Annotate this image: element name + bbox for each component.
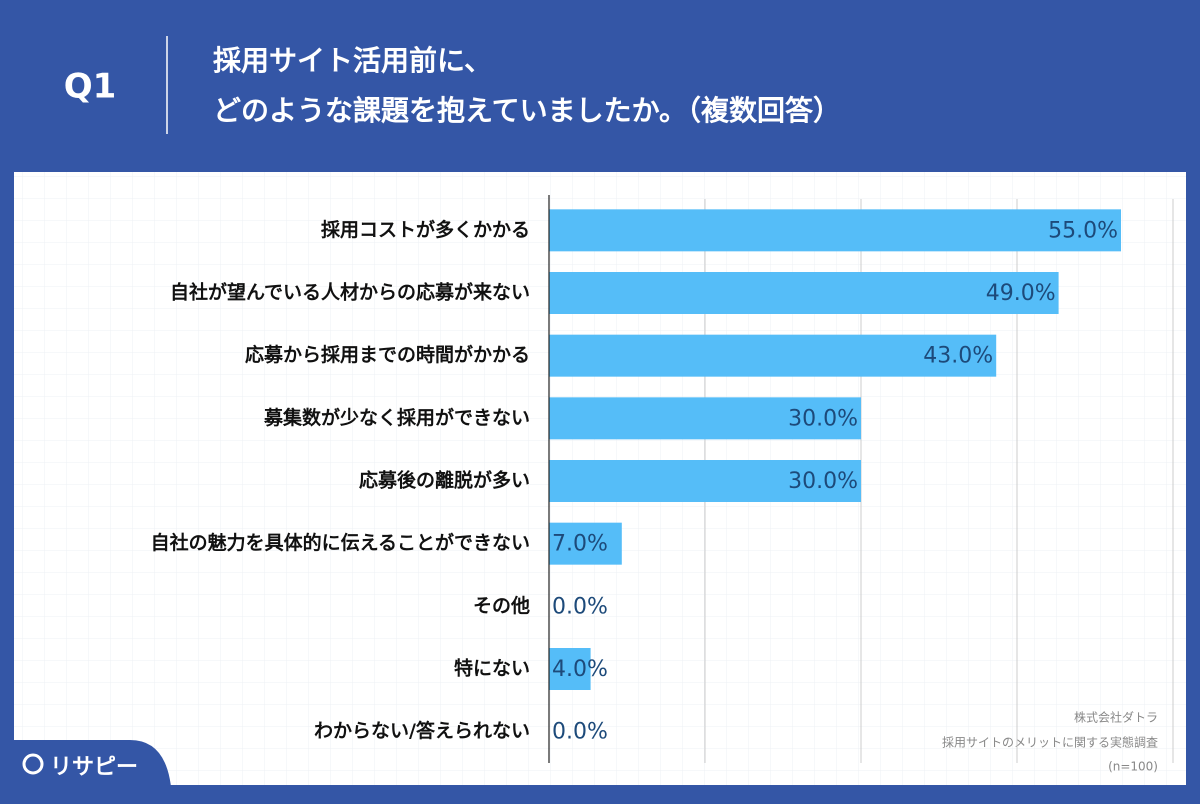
category-label: 応募から採用までの時間がかかる — [245, 343, 530, 366]
bar — [549, 460, 861, 502]
bar — [549, 648, 591, 690]
bar — [549, 334, 997, 377]
value-label: 55.0% — [1048, 218, 1118, 243]
bar — [549, 209, 1121, 252]
value-label: 4.0% — [552, 657, 608, 682]
bar — [549, 522, 622, 565]
category-label: 募集数が少なく採用ができない — [263, 406, 530, 429]
value-label: 0.0% — [552, 594, 608, 619]
title-line: 採用サイト活用前に、 — [213, 44, 492, 77]
logo-icon — [22, 753, 44, 775]
value-label: 0.0% — [552, 720, 608, 745]
category-label: その他 — [473, 594, 530, 617]
title-line: どのような課題を抱えていましたか。（複数回答） — [213, 94, 841, 127]
value-label: 30.0% — [788, 406, 858, 431]
source: 採用サイトのメリットに関する実態調査 — [942, 735, 1158, 750]
logo: リサピー — [50, 755, 138, 780]
source: (n=100) — [1108, 760, 1158, 774]
question-label: Q1 — [64, 67, 117, 107]
value-label: 49.0% — [986, 281, 1056, 306]
category-label: 応募後の離脱が多い — [359, 469, 530, 492]
bar — [549, 272, 1059, 314]
value-label: 7.0% — [552, 532, 608, 557]
source: 株式会社ダトラ — [1074, 710, 1158, 725]
category-label: わからない/答えられない — [314, 719, 530, 742]
logo-tab — [0, 740, 172, 800]
value-label: 30.0% — [788, 469, 858, 494]
value-label: 43.0% — [923, 344, 993, 369]
category-label: 自社の魅力を具体的に伝えることができない — [151, 531, 530, 554]
bar — [549, 397, 861, 440]
category-label: 採用コストが多くかかる — [321, 218, 530, 241]
category-label: 自社が望んでいる人材からの応募が来ない — [170, 281, 530, 304]
category-label: 特にない — [454, 658, 530, 680]
